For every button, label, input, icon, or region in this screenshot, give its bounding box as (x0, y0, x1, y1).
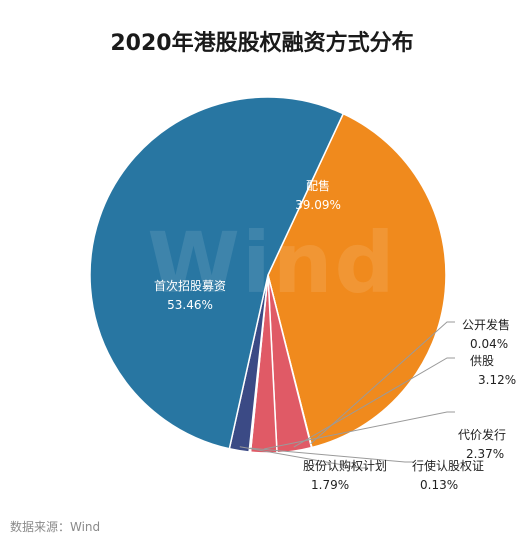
slice-label-value: 39.09% (295, 198, 341, 212)
pie-slices (89, 96, 447, 454)
leader-line (250, 447, 413, 463)
slice-label-name: 首次招股募资 (154, 279, 226, 293)
outer-labels: 公开发售 0.04% 供股 3.12% 代价发行 2.37%行使认股权证 0.13% 股份认购… (303, 317, 516, 492)
inner-labels: 配售 39.09% 首次招股募资 53.46% (154, 178, 341, 312)
leader-line (239, 446, 368, 469)
slice-label-value: 53.46% (167, 298, 213, 312)
slice-label-value: 0.04% (470, 337, 508, 351)
slice-label-name: 供股 (470, 354, 494, 368)
slice-label-name: 配售 (306, 178, 330, 193)
watermark: Wind (147, 214, 396, 312)
slice-label-name: 公开发售 (462, 317, 510, 332)
slice-label-name: 代价发行 (458, 427, 506, 442)
slice-label-value: 1.79% (311, 478, 349, 492)
chart-title: 2020年港股股权融资方式分布 (110, 30, 413, 56)
slice-label-name: 股份认购权计划 (303, 458, 387, 473)
leader-lines (239, 321, 455, 469)
slice-label-value: 2.37% (466, 447, 504, 461)
leader-line (263, 411, 455, 450)
slice-0 (267, 112, 447, 449)
leader-line (293, 357, 455, 448)
slice-label-value: 0.13% (420, 478, 458, 492)
slice-label-name: 行使认股权证 (412, 458, 484, 473)
leader-line (310, 321, 455, 445)
slice-label-value: 3.12% (478, 373, 516, 387)
source-note: 数据来源：Wind (10, 519, 100, 534)
slice-6 (89, 96, 345, 450)
